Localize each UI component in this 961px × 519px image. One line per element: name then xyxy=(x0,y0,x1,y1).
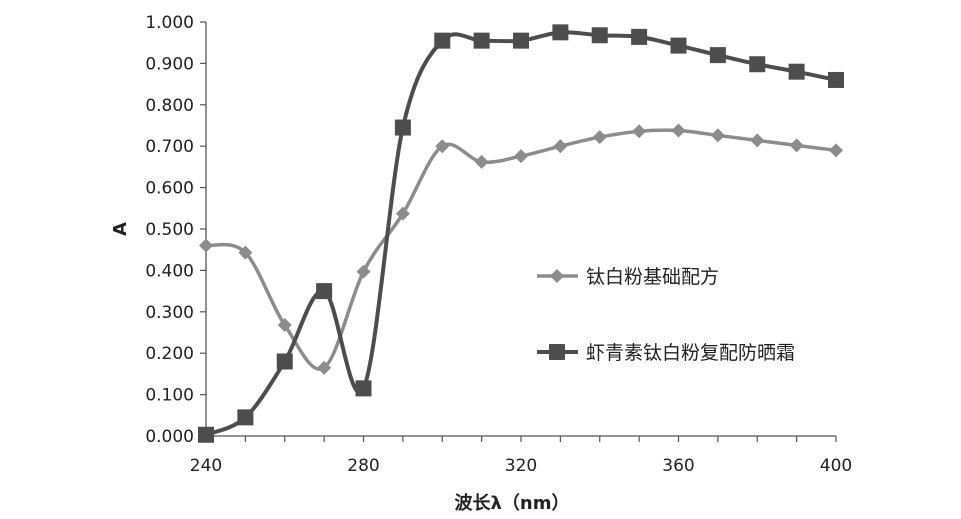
series-1-point xyxy=(671,123,686,138)
series xyxy=(198,24,844,443)
series-2-point xyxy=(276,353,293,370)
series-2 xyxy=(198,24,844,443)
y-tick-label: 0.400 xyxy=(145,261,194,281)
y-tick-label: 0.300 xyxy=(145,303,194,323)
series-2-point xyxy=(591,27,608,44)
x-tick-label: 320 xyxy=(505,456,537,476)
series-1-point xyxy=(474,154,489,169)
series-2-point xyxy=(513,32,529,49)
series-2-point xyxy=(434,32,451,49)
y-tick-label: 0.800 xyxy=(145,96,194,116)
series-1-point xyxy=(395,206,410,221)
series-2-point xyxy=(709,47,726,64)
y-tick-label: 0.700 xyxy=(145,137,194,157)
legend-swatch-marker xyxy=(550,269,564,283)
y-tick-label: 0.200 xyxy=(145,344,194,364)
series-2-point xyxy=(749,56,766,73)
axes xyxy=(200,21,837,442)
series-2-point xyxy=(198,426,214,443)
series-1-point xyxy=(435,139,450,154)
series-2-point xyxy=(473,32,490,49)
y-tick-label: 0.100 xyxy=(145,386,194,406)
y-tick-label: 0.500 xyxy=(145,220,194,240)
series-1-point xyxy=(789,138,804,153)
series-2-line xyxy=(205,30,837,437)
series-1-point xyxy=(632,124,647,139)
legend-entry-2: 虾青素钛白粉复配防晒霜 xyxy=(537,342,795,364)
series-1-point xyxy=(238,245,253,260)
series-1-point xyxy=(710,128,725,143)
series-1-point xyxy=(514,149,528,164)
series-1-point xyxy=(750,133,765,148)
y-tick-label: 0.600 xyxy=(145,179,194,199)
y-axis-title: A xyxy=(110,222,131,236)
series-1 xyxy=(199,123,843,375)
legend-swatch-marker xyxy=(549,344,565,360)
series-1-point xyxy=(553,139,568,154)
series-1-point xyxy=(277,318,292,333)
x-tick-label: 400 xyxy=(820,456,852,476)
legend-label: 钛白粉基础配方 xyxy=(586,266,719,288)
series-1-line xyxy=(205,128,837,371)
y-tick-label: 0.000 xyxy=(145,427,194,447)
x-tick-label: 240 xyxy=(190,456,222,476)
x-axis-title: 波长λ（nm） xyxy=(455,492,570,514)
legend-label: 虾青素钛白粉复配防晒霜 xyxy=(586,342,795,364)
series-2-point xyxy=(552,24,569,41)
series-1-point xyxy=(356,264,371,279)
series-1-point xyxy=(317,360,332,375)
series-2-point xyxy=(670,37,687,54)
series-2-point xyxy=(394,119,411,136)
series-2-point xyxy=(237,409,254,426)
y-tick-label: 1.000 xyxy=(145,13,194,33)
x-tick-label: 280 xyxy=(347,456,379,476)
series-2-point xyxy=(828,71,844,88)
series-2-point xyxy=(316,283,333,300)
series-1-point xyxy=(199,238,213,253)
legend-entry-1: 钛白粉基础配方 xyxy=(537,266,719,288)
series-2-point xyxy=(788,63,805,80)
y-tick-label: 0.900 xyxy=(145,54,194,74)
series-1-point xyxy=(829,143,843,158)
series-2-point xyxy=(631,28,648,45)
tick-labels: 0.000 0.100 0.200 0.300 0.400 0.500 0.600 0.700… xyxy=(145,13,852,476)
series-2-point xyxy=(355,380,372,397)
x-tick-label: 360 xyxy=(662,456,694,476)
series-1-point xyxy=(592,130,607,145)
